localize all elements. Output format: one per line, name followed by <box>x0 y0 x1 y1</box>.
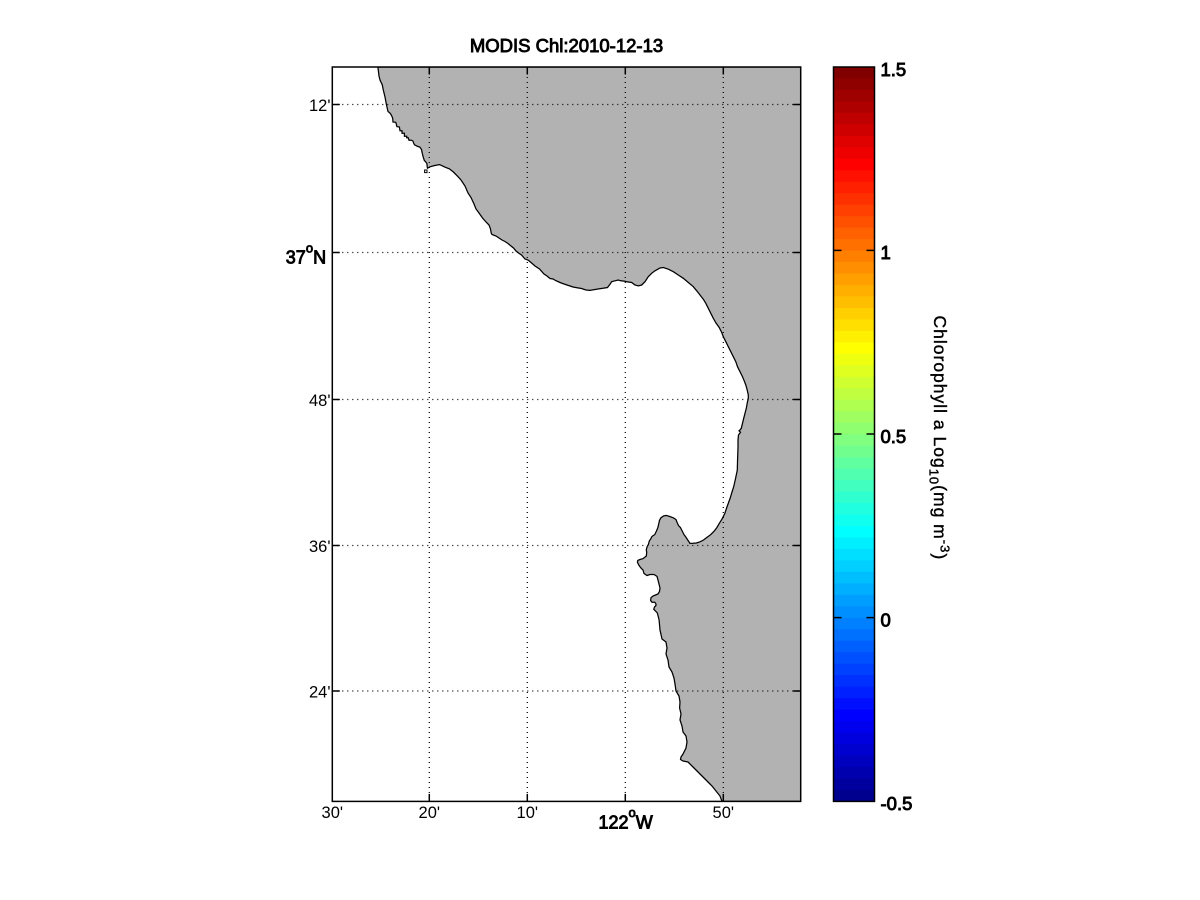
svg-text:20': 20' <box>419 804 441 822</box>
svg-text:10': 10' <box>517 804 539 822</box>
svg-text:1: 1 <box>881 242 891 263</box>
svg-text:Chlorophyll a Log10(mg m-3): Chlorophyll a Log10(mg m-3) <box>927 316 953 561</box>
svg-text:-0.5: -0.5 <box>881 793 913 814</box>
svg-text:0.5: 0.5 <box>881 426 907 447</box>
svg-text:1.5: 1.5 <box>881 59 907 80</box>
svg-text:30': 30' <box>322 804 344 822</box>
svg-text:24': 24' <box>309 684 331 702</box>
svg-text:MODIS Chl:2010-12-13: MODIS Chl:2010-12-13 <box>470 35 663 56</box>
svg-text:48': 48' <box>309 392 331 410</box>
svg-text:36': 36' <box>309 538 331 556</box>
svg-text:50': 50' <box>713 804 735 822</box>
svg-text:0: 0 <box>881 609 891 630</box>
svg-text:12': 12' <box>309 97 331 115</box>
